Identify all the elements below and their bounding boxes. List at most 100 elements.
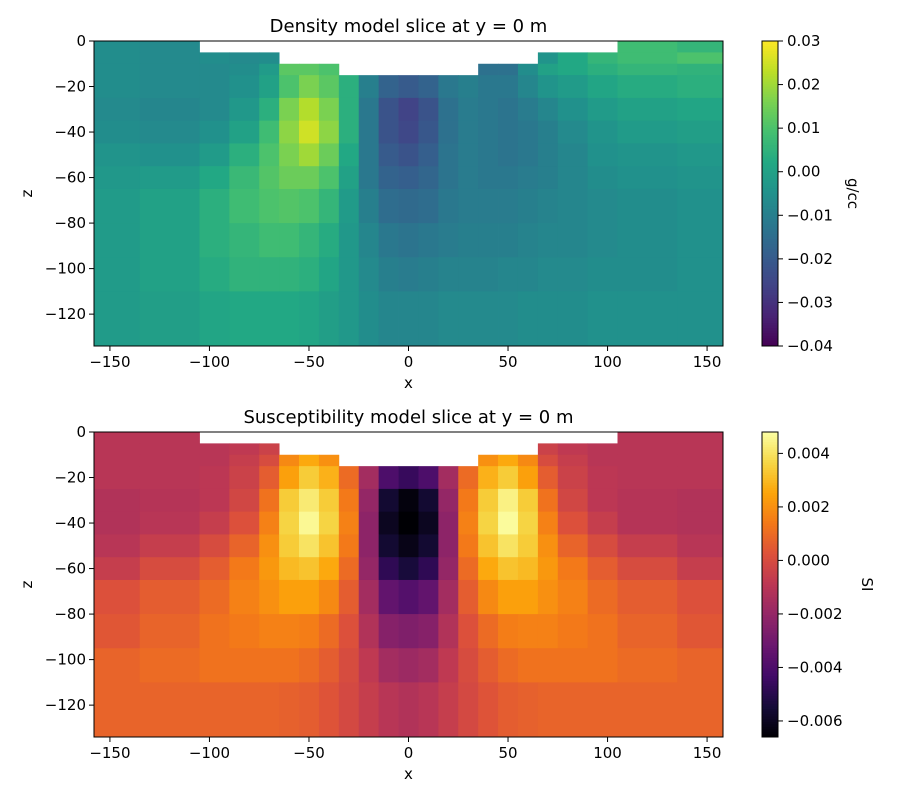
heatmap-cell (259, 466, 280, 490)
colorbar-segment (762, 246, 778, 250)
heatmap-cell (677, 579, 724, 615)
heatmap-cell (338, 682, 360, 738)
heatmap-cell (677, 143, 724, 167)
heatmap-cell (199, 557, 230, 581)
heatmap-cell (199, 443, 230, 456)
heatmap-cell (259, 120, 280, 144)
heatmap-cell (199, 120, 230, 144)
heatmap-cell (94, 63, 141, 76)
y-tick-label: 0 (76, 32, 86, 50)
heatmap-cell (438, 648, 459, 683)
colorbar-segment (762, 279, 778, 283)
heatmap-cell (358, 614, 380, 649)
heatmap-cell (229, 454, 260, 467)
colorbar-segment (762, 681, 778, 685)
colorbar-segment (762, 307, 778, 311)
heatmap-cell (279, 166, 300, 190)
colorbar-segment (762, 706, 778, 710)
colorbar-segment (762, 320, 778, 324)
heatmap-cell (358, 97, 380, 122)
heatmap-cell (139, 648, 200, 683)
heatmap-cell (398, 488, 419, 513)
colorbar-segment (762, 726, 778, 730)
heatmap-cell (677, 488, 724, 513)
heatmap-cell (418, 488, 439, 513)
x-tick-label: −150 (89, 744, 130, 762)
heatmap-cell (94, 97, 141, 122)
heatmap-cell (418, 143, 439, 167)
heatmap-cell (617, 166, 678, 190)
heatmap-cell (139, 534, 200, 558)
colorbar-segment (762, 452, 778, 456)
heatmap-cell (139, 682, 200, 738)
colorbar: 0.004 0.002 0.000 −0.002 −0.004 −0.006 SI (761, 431, 876, 738)
colorbar-segment (762, 269, 778, 273)
heatmap-cell (517, 63, 539, 76)
colorbar-segment (762, 201, 778, 205)
heatmap-cell (318, 682, 340, 738)
colorbar-segment (762, 437, 778, 441)
heatmap-cell (318, 579, 340, 615)
heatmap-cell (139, 41, 200, 53)
heatmap-cell (94, 257, 141, 292)
x-tick-label: 100 (593, 744, 622, 762)
colorbar-segment (762, 587, 778, 591)
heatmap-cell (229, 557, 260, 581)
heatmap-cell (438, 557, 459, 581)
colorbar-segment (762, 498, 778, 502)
heatmap-cell (259, 143, 280, 167)
colorbar-segment (762, 277, 778, 281)
colorbar-segment (762, 612, 778, 616)
colorbar-label: SI (858, 578, 876, 592)
heatmap-cell (229, 443, 260, 456)
heatmap-cell (587, 579, 618, 615)
colorbar-segment (762, 594, 778, 598)
heatmap-cell (199, 63, 230, 76)
colorbar-segment (762, 551, 778, 555)
heatmap-cell (587, 63, 618, 76)
y-tick-label: −80 (54, 214, 86, 232)
heatmap-cell (318, 466, 340, 490)
y-tick-label: −100 (45, 651, 86, 669)
colorbar-segment (762, 592, 778, 596)
heatmap-cell (259, 75, 280, 99)
heatmap-cell (478, 579, 499, 615)
heatmap-cell (398, 557, 419, 581)
colorbar-tick-label: −0.002 (787, 605, 843, 623)
heatmap-cell (378, 557, 399, 581)
heatmap-cell (537, 143, 559, 167)
heatmap-cell (587, 557, 618, 581)
colorbar-segment (762, 589, 778, 593)
colorbar-segment (762, 107, 778, 111)
heatmap-cell (557, 511, 589, 535)
heatmap-cell (229, 166, 260, 190)
colorbar-segment (762, 157, 778, 161)
heatmap-cell (139, 443, 200, 456)
colorbar-segment (762, 716, 778, 720)
heatmap-cell (299, 143, 320, 167)
heatmap-cell (139, 143, 200, 167)
colorbar-segment (762, 300, 778, 304)
x-tick-label: 150 (693, 353, 722, 371)
colorbar-segment (762, 89, 778, 93)
heatmap-cell (378, 166, 399, 190)
heatmap-cell (259, 291, 280, 347)
colorbar-segment (762, 566, 778, 570)
colorbar-segment (762, 99, 778, 103)
heatmap-cell (139, 466, 200, 490)
heatmap-cell (358, 466, 380, 490)
heatmap-cell (557, 63, 589, 76)
heatmap-cell (498, 75, 519, 99)
chart-panel-1: Susceptibility model slice at y = 0 m −15… (18, 407, 876, 783)
heatmap-cell (587, 454, 618, 467)
colorbar-segment (762, 487, 778, 491)
heatmap-cell (229, 291, 260, 347)
heatmap-cell (537, 557, 559, 581)
colorbar-segment (762, 165, 778, 169)
heatmap-cell (478, 511, 499, 535)
heatmap-cell (418, 223, 439, 258)
heatmap-cell (299, 466, 320, 490)
heatmap-cell (537, 648, 559, 683)
heatmap-cell (398, 534, 419, 558)
heatmap-cell (199, 466, 230, 490)
